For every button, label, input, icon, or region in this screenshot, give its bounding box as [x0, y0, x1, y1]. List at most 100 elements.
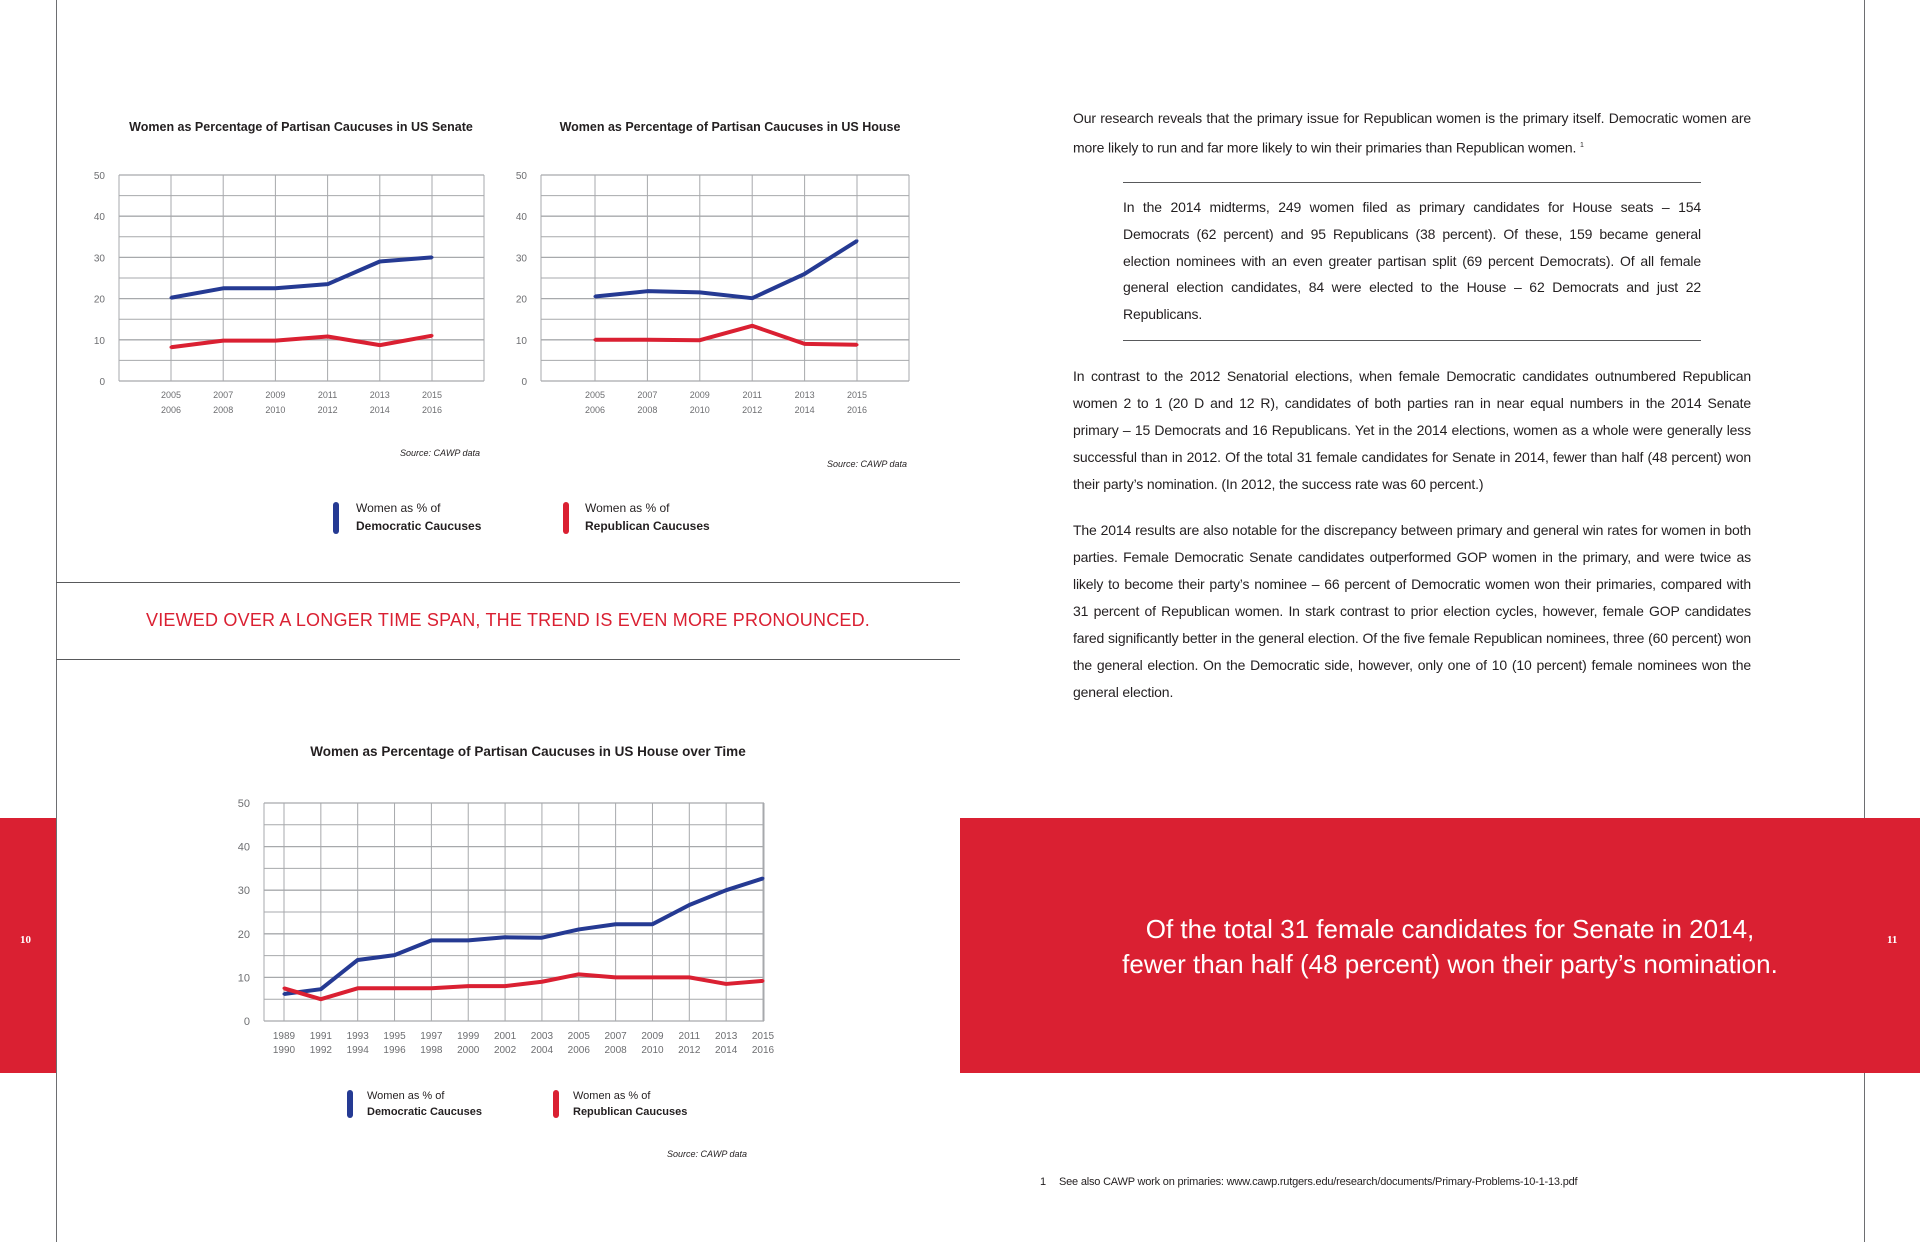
democratic-data-point	[169, 296, 173, 300]
democratic-data-point	[614, 922, 618, 926]
house-over-time-chart: 0 10 20 30 40 50 1989 1990 1991 1992 1993 1994 1995 1…	[238, 798, 775, 1056]
x-tick-label: 2012	[318, 405, 338, 415]
left-page-edge	[56, 0, 57, 1242]
y-tick-label: 0	[99, 377, 105, 388]
democratic-data-point	[503, 935, 507, 939]
legend-democratic-line-1: Women as % of	[356, 501, 441, 515]
democratic-data-point	[378, 260, 382, 264]
republican-series-line	[283, 972, 764, 1002]
right-page-edge	[1864, 0, 1865, 1242]
republican-data-point	[503, 984, 507, 988]
legend-republican: Women as % of Republican Caucuses	[573, 1088, 687, 1120]
republican-data-point	[577, 972, 581, 976]
x-tick-label: 2008	[604, 1045, 627, 1056]
x-tick-label: 2000	[457, 1045, 480, 1056]
x-tick-label: 2002	[494, 1045, 517, 1056]
democratic-data-point	[429, 938, 433, 942]
democratic-data-point	[724, 888, 728, 892]
footnote-text: See also CAWP work on primaries: www.caw…	[1059, 1176, 1578, 1188]
boxed-text: In the 2014 midterms, 249 women filed as…	[1123, 199, 1701, 323]
y-tick-label: 40	[238, 842, 250, 854]
democratic-data-point	[687, 903, 691, 907]
republican-data-point	[319, 997, 323, 1001]
y-tick-label: 20	[516, 295, 528, 306]
y-tick-label: 10	[238, 972, 250, 984]
y-tick-label: 30	[516, 253, 528, 264]
x-tick-label: 2014	[795, 405, 815, 415]
x-tick-label: 2007	[637, 390, 657, 400]
democratic-data-point	[650, 922, 654, 926]
x-tick-label: 1995	[383, 1031, 406, 1042]
y-tick-label: 50	[94, 171, 106, 182]
house-over-time-chart-title: Women as Percentage of Partisan Caucuses…	[310, 744, 746, 759]
legend-republican-line-2: Republican Caucuses	[585, 519, 710, 533]
democratic-data-point	[855, 239, 859, 243]
y-tick-label: 10	[516, 336, 528, 347]
y-tick-label: 40	[516, 212, 528, 223]
house-over-time-chart-source: Source: CAWP data	[667, 1149, 748, 1159]
legend-republican: Women as % of Republican Caucuses	[585, 499, 710, 535]
x-tick-label: 1997	[420, 1031, 443, 1042]
democratic-data-point	[750, 296, 754, 300]
legend-democratic-swatch	[347, 1090, 353, 1118]
x-tick-label: 2006	[568, 1045, 591, 1056]
democratic-series-line	[594, 239, 859, 301]
house-chart-source: Source: CAWP data	[827, 459, 908, 469]
republican-data-point	[429, 986, 433, 990]
republican-data-point	[326, 335, 330, 339]
legend-democratic-line-2: Democratic Caucuses	[356, 519, 482, 533]
republican-series-line	[595, 323, 858, 347]
x-tick-label: 2008	[637, 405, 657, 415]
x-tick-label: 2006	[161, 405, 181, 415]
democratic-data-point	[430, 255, 434, 259]
democratic-data-point	[803, 272, 807, 276]
x-tick-label: 2003	[531, 1031, 554, 1042]
republican-series-line	[170, 333, 433, 350]
x-tick-label: 1993	[347, 1031, 370, 1042]
x-tick-label: 2005	[161, 390, 181, 400]
democratic-series-line	[283, 876, 764, 996]
democratic-data-point	[273, 286, 277, 290]
box-rule-top	[1123, 182, 1701, 183]
y-tick-label: 30	[238, 885, 250, 897]
y-tick-label: 40	[94, 212, 106, 223]
x-tick-label: 2013	[715, 1031, 738, 1042]
legend-republican-line-1: Women as % of	[573, 1090, 651, 1102]
house-chart-title: Women as Percentage of Partisan Caucuses…	[559, 120, 901, 134]
legend-democratic-line-1: Women as % of	[367, 1090, 445, 1102]
x-tick-label: 1996	[383, 1045, 406, 1056]
republican-data-point	[750, 324, 754, 328]
box-rule-bottom	[1123, 340, 1701, 341]
left-red-band	[0, 818, 56, 1073]
pull-quote-banner	[960, 818, 1920, 1073]
y-tick-label: 50	[238, 798, 250, 810]
y-tick-label: 10	[94, 336, 106, 347]
y-tick-label: 30	[94, 253, 106, 264]
x-tick-label: 2015	[422, 390, 442, 400]
republican-data-point	[614, 975, 618, 979]
page-number-left: 10	[20, 934, 31, 946]
republican-data-point	[169, 345, 173, 349]
x-tick-label: 2009	[641, 1031, 664, 1042]
republican-data-point	[593, 338, 597, 342]
y-tick-label: 50	[516, 171, 528, 182]
x-tick-label: 2011	[318, 390, 337, 400]
x-tick-label: 2005	[585, 390, 605, 400]
democratic-series-line	[170, 255, 433, 300]
republican-data-point	[393, 986, 397, 990]
legend-democratic: Women as % of Democratic Caucuses	[356, 499, 481, 535]
republican-data-point	[687, 975, 691, 979]
democratic-data-point	[282, 992, 286, 996]
democratic-data-point	[221, 286, 225, 290]
legend-republican-line-2: Republican Caucuses	[573, 1106, 688, 1118]
republican-data-point	[356, 986, 360, 990]
x-tick-label: 2007	[604, 1031, 627, 1042]
house-chart: 0 10 20 30 40 50 2005 2006 2007 2008 2009 2010 2011 2…	[516, 171, 910, 415]
x-tick-label: 2010	[690, 405, 710, 415]
republican-data-point	[221, 339, 225, 343]
republican-data-point	[724, 982, 728, 986]
democratic-data-point	[326, 282, 330, 286]
republican-data-point	[273, 339, 277, 343]
legend-democratic-line-2: Democratic Caucuses	[367, 1106, 482, 1118]
republican-data-point	[430, 334, 434, 338]
